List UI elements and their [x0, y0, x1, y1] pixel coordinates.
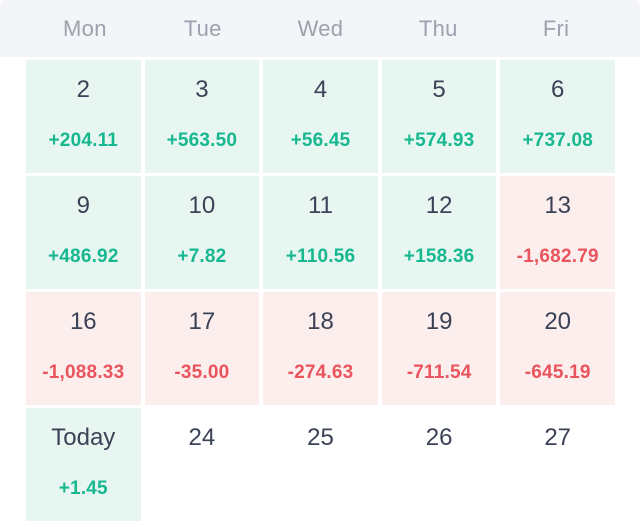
day-cell-26[interactable]: 26 — [382, 408, 497, 521]
day-number: 25 — [307, 424, 334, 451]
day-cell-9[interactable]: 9 +486.92 — [26, 176, 141, 289]
day-cell-27[interactable]: 27 — [500, 408, 615, 521]
day-cell-2[interactable]: 2 +204.11 — [26, 60, 141, 173]
day-pnl-value: +737.08 — [522, 130, 593, 152]
day-number: 18 — [307, 308, 334, 335]
weekday-header: Mon Tue Wed Thu Fri — [0, 0, 640, 57]
day-number: 10 — [188, 192, 216, 219]
day-pnl-value: +486.92 — [47, 246, 119, 268]
day-number: 3 — [195, 76, 209, 103]
day-pnl-value: +563.50 — [166, 130, 238, 152]
day-cell-today[interactable]: Today +1.45 — [26, 408, 141, 521]
day-number: Today — [51, 424, 116, 451]
day-number: 13 — [544, 192, 572, 219]
day-cell-19[interactable]: 19 -711.54 — [381, 292, 497, 405]
day-number: 20 — [544, 308, 572, 335]
day-pnl-value: -1,088.33 — [42, 362, 125, 384]
day-pnl-value: +110.56 — [285, 246, 356, 268]
day-number: 16 — [69, 308, 97, 335]
weekday-label-wed: Wed — [297, 15, 344, 41]
day-cell-25[interactable]: 25 — [263, 408, 378, 521]
day-pnl-value: -274.63 — [287, 362, 354, 384]
day-cell-10[interactable]: 10 +7.82 — [144, 176, 260, 289]
day-cell-12[interactable]: 12 +158.36 — [381, 176, 497, 289]
day-cell-3[interactable]: 3 +563.50 — [144, 60, 260, 173]
weekday-label-mon: Mon — [63, 15, 107, 41]
day-number: 11 — [308, 192, 333, 219]
day-number: 9 — [76, 192, 90, 219]
day-cell-6[interactable]: 6 +737.08 — [500, 60, 615, 173]
day-number: 6 — [551, 76, 565, 103]
weekday-label-fri: Fri — [542, 15, 570, 41]
day-number: 17 — [188, 308, 216, 335]
day-cell-17[interactable]: 17 -35.00 — [144, 292, 260, 405]
day-pnl-value: -1,682.79 — [516, 246, 599, 268]
day-cell-4[interactable]: 4 +56.45 — [263, 60, 378, 173]
day-cell-16[interactable]: 16 -1,088.33 — [26, 292, 141, 405]
day-pnl-value: +204.11 — [48, 130, 119, 152]
day-cell-18[interactable]: 18 -274.63 — [263, 292, 378, 405]
day-cell-20[interactable]: 20 -645.19 — [500, 292, 615, 405]
day-number: 27 — [544, 424, 572, 451]
day-pnl-value: -35.00 — [174, 362, 230, 384]
day-pnl-value: +56.45 — [290, 130, 351, 152]
day-pnl-value: -645.19 — [524, 362, 591, 384]
calendar-grid: 2 +204.11 3 +563.50 4 +56.45 5 +574.93 6 +737.08 9… — [0, 60, 640, 521]
day-number: 24 — [188, 424, 216, 451]
weekday-label-thu: Thu — [418, 15, 458, 41]
day-cell-24[interactable]: 24 — [145, 408, 260, 521]
day-number: 2 — [76, 76, 90, 103]
day-pnl-value: +574.93 — [403, 130, 475, 152]
day-pnl-value: +158.36 — [403, 246, 475, 268]
day-number: 5 — [432, 76, 446, 103]
day-number: 4 — [313, 76, 328, 103]
day-number: 12 — [425, 192, 453, 219]
day-number: 19 — [425, 308, 453, 335]
day-pnl-value: -711.54 — [406, 362, 472, 384]
day-pnl-value: +1.45 — [58, 478, 108, 500]
day-cell-11[interactable]: 11 +110.56 — [263, 176, 378, 289]
day-pnl-value: +7.82 — [177, 246, 227, 268]
day-cell-13[interactable]: 13 -1,682.79 — [500, 176, 615, 289]
day-number: 26 — [425, 424, 453, 451]
day-cell-5[interactable]: 5 +574.93 — [381, 60, 497, 173]
weekday-label-tue: Tue — [183, 15, 222, 41]
